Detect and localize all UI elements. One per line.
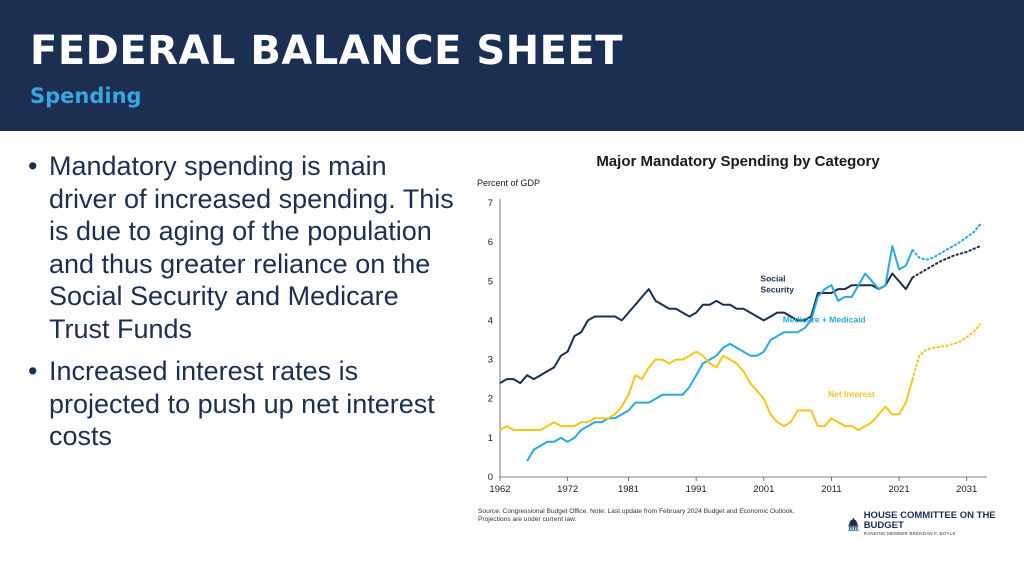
source-line-1: Source: Congressional Budget Office. Not… bbox=[478, 508, 795, 515]
page-title: FEDERAL BALANCE SHEET bbox=[30, 28, 624, 74]
y-tick-label: 4 bbox=[488, 315, 493, 326]
y-tick-label: 1 bbox=[488, 433, 493, 444]
y-tick-label: 7 bbox=[488, 198, 493, 209]
bullet-mandatory-spending: Mandatory spending is main driver of inc… bbox=[28, 150, 458, 345]
series-line-social-security bbox=[499, 272, 914, 385]
x-tick-label: 2001 bbox=[753, 484, 774, 495]
chart-series bbox=[499, 223, 982, 462]
bullet-interest-rates: Increased interest rates is projected to… bbox=[28, 355, 458, 453]
series-label-medicare-medicaid: Medicare + Medicaid bbox=[783, 314, 866, 324]
committee-logo: HOUSE COMMITTEE ON THE BUDGET RANKING ME… bbox=[846, 511, 1024, 536]
series-projection-social-security bbox=[911, 245, 982, 279]
y-tick-label: 2 bbox=[488, 394, 493, 405]
series-label-net-interest: Net Interest bbox=[828, 389, 875, 399]
mandatory-spending-chart: Major Mandatory Spending by Category Per… bbox=[477, 153, 987, 495]
series-projection-net-interest bbox=[911, 323, 982, 381]
x-tick-label: 1991 bbox=[686, 484, 707, 495]
x-tick-label: 2021 bbox=[888, 484, 909, 495]
x-tick-label: 1972 bbox=[557, 484, 578, 495]
series-line-medicare-medicaid bbox=[526, 245, 914, 462]
logo-subtitle: RANKING MEMBER BRENDAN F. BOYLE bbox=[863, 531, 956, 536]
header-banner: FEDERAL BALANCE SHEET Spending bbox=[0, 0, 1024, 131]
logo-name: HOUSE COMMITTEE ON THE BUDGET bbox=[863, 510, 996, 531]
capitol-dome-icon bbox=[847, 517, 859, 531]
chart-title: Major Mandatory Spending by Category bbox=[596, 153, 880, 170]
x-tick-label: 2031 bbox=[956, 484, 977, 495]
y-axis-label: Percent of GDP bbox=[477, 178, 540, 188]
chart-series-labels: Social Security Medicare + Medicaid Net Int… bbox=[760, 273, 875, 398]
series-projection-medicare-medicaid bbox=[911, 223, 982, 261]
x-tick-label: 2011 bbox=[821, 484, 841, 495]
bullet-list: Mandatory spending is main driver of inc… bbox=[28, 150, 458, 463]
chart-axes: 0 1 2 3 4 5 6 7 1962 1972 1981 1991 2001 2011 2021 2031 bbox=[488, 198, 987, 495]
source-note: Source: Congressional Budget Office. Not… bbox=[478, 508, 838, 524]
series-label-social-security: Social Security bbox=[760, 273, 794, 294]
y-tick-label: 3 bbox=[488, 355, 493, 366]
x-tick-label: 1981 bbox=[618, 484, 639, 495]
page-subtitle: Spending bbox=[30, 84, 142, 108]
y-tick-label: 0 bbox=[488, 472, 493, 483]
source-line-2: Projections are under current law. bbox=[478, 516, 577, 523]
y-tick-label: 5 bbox=[488, 276, 493, 287]
series-line-net-interest bbox=[499, 350, 914, 431]
x-tick-label: 1962 bbox=[489, 484, 510, 495]
y-tick-label: 6 bbox=[488, 237, 493, 248]
